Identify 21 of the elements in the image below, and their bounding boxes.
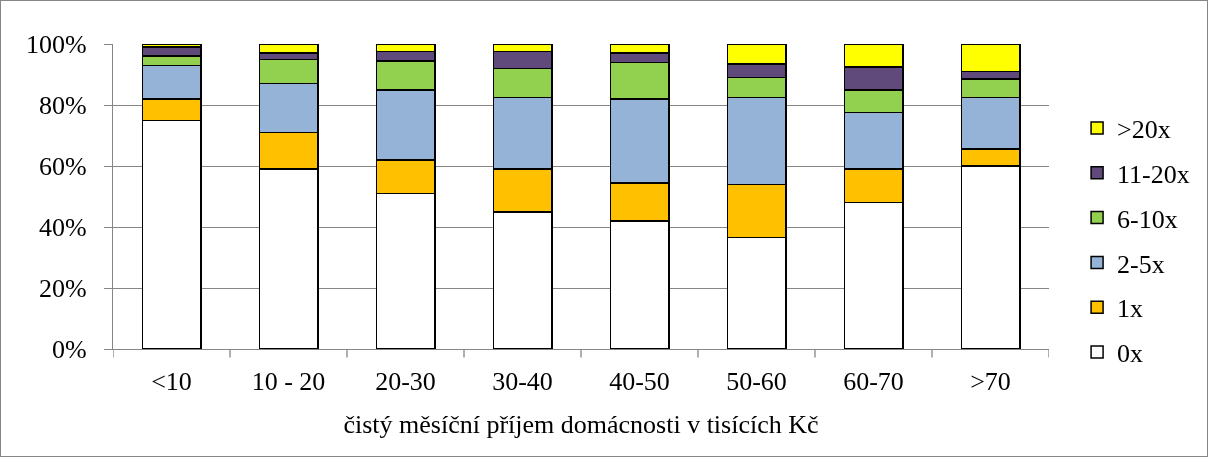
x-tick-label: <10 — [151, 367, 192, 397]
x-axis-title: čistý měsíční příjem domácnosti v tisících Kč — [343, 410, 819, 440]
legend-label: 2-5x — [1117, 249, 1165, 279]
x-tick-label: 10 - 20 — [251, 367, 326, 397]
x-tick-label: 50-60 — [726, 367, 787, 397]
legend-label: 0x — [1117, 339, 1144, 369]
y-tick-label: 20% — [38, 274, 87, 304]
x-tick-label: 60-70 — [843, 367, 904, 397]
y-tick-label: 40% — [38, 213, 87, 243]
x-tick-label: 40-50 — [609, 367, 670, 397]
y-tick-label: 80% — [38, 91, 87, 121]
x-tick-label: >70 — [970, 367, 1011, 397]
y-tick-label: 100% — [25, 30, 87, 60]
y-tick-label: 60% — [38, 152, 87, 182]
legend-label: 1x — [1117, 294, 1144, 324]
legend-label: 6-10x — [1117, 204, 1178, 234]
x-tick-label: 20-30 — [375, 367, 436, 397]
legend-label: 11-20x — [1117, 159, 1190, 189]
legend-label: >20x — [1117, 115, 1171, 145]
x-tick-label: 30-40 — [492, 367, 553, 397]
y-tick-label: 0% — [51, 335, 87, 365]
